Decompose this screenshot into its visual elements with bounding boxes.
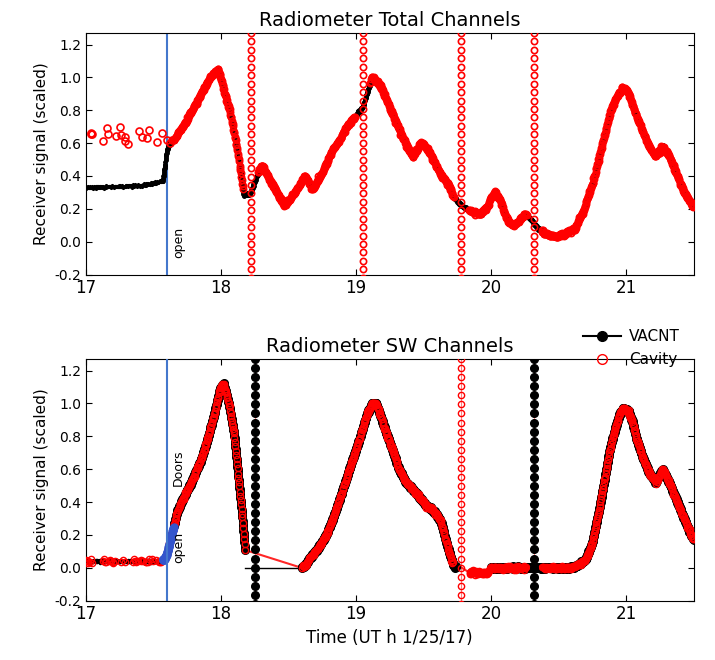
- Y-axis label: Receiver signal (scaled): Receiver signal (scaled): [34, 63, 49, 245]
- X-axis label: Time (UT h 1/25/17): Time (UT h 1/25/17): [306, 629, 473, 647]
- Title: Radiometer Total Channels: Radiometer Total Channels: [259, 11, 521, 30]
- Title: Radiometer SW Channels: Radiometer SW Channels: [266, 337, 513, 356]
- Legend: VACNT, Cavity: VACNT, Cavity: [577, 323, 686, 373]
- Text: open: open: [172, 227, 185, 258]
- Text: open: open: [172, 532, 185, 563]
- Text: Doors: Doors: [172, 449, 185, 486]
- Y-axis label: Receiver signal (scaled): Receiver signal (scaled): [34, 389, 49, 571]
